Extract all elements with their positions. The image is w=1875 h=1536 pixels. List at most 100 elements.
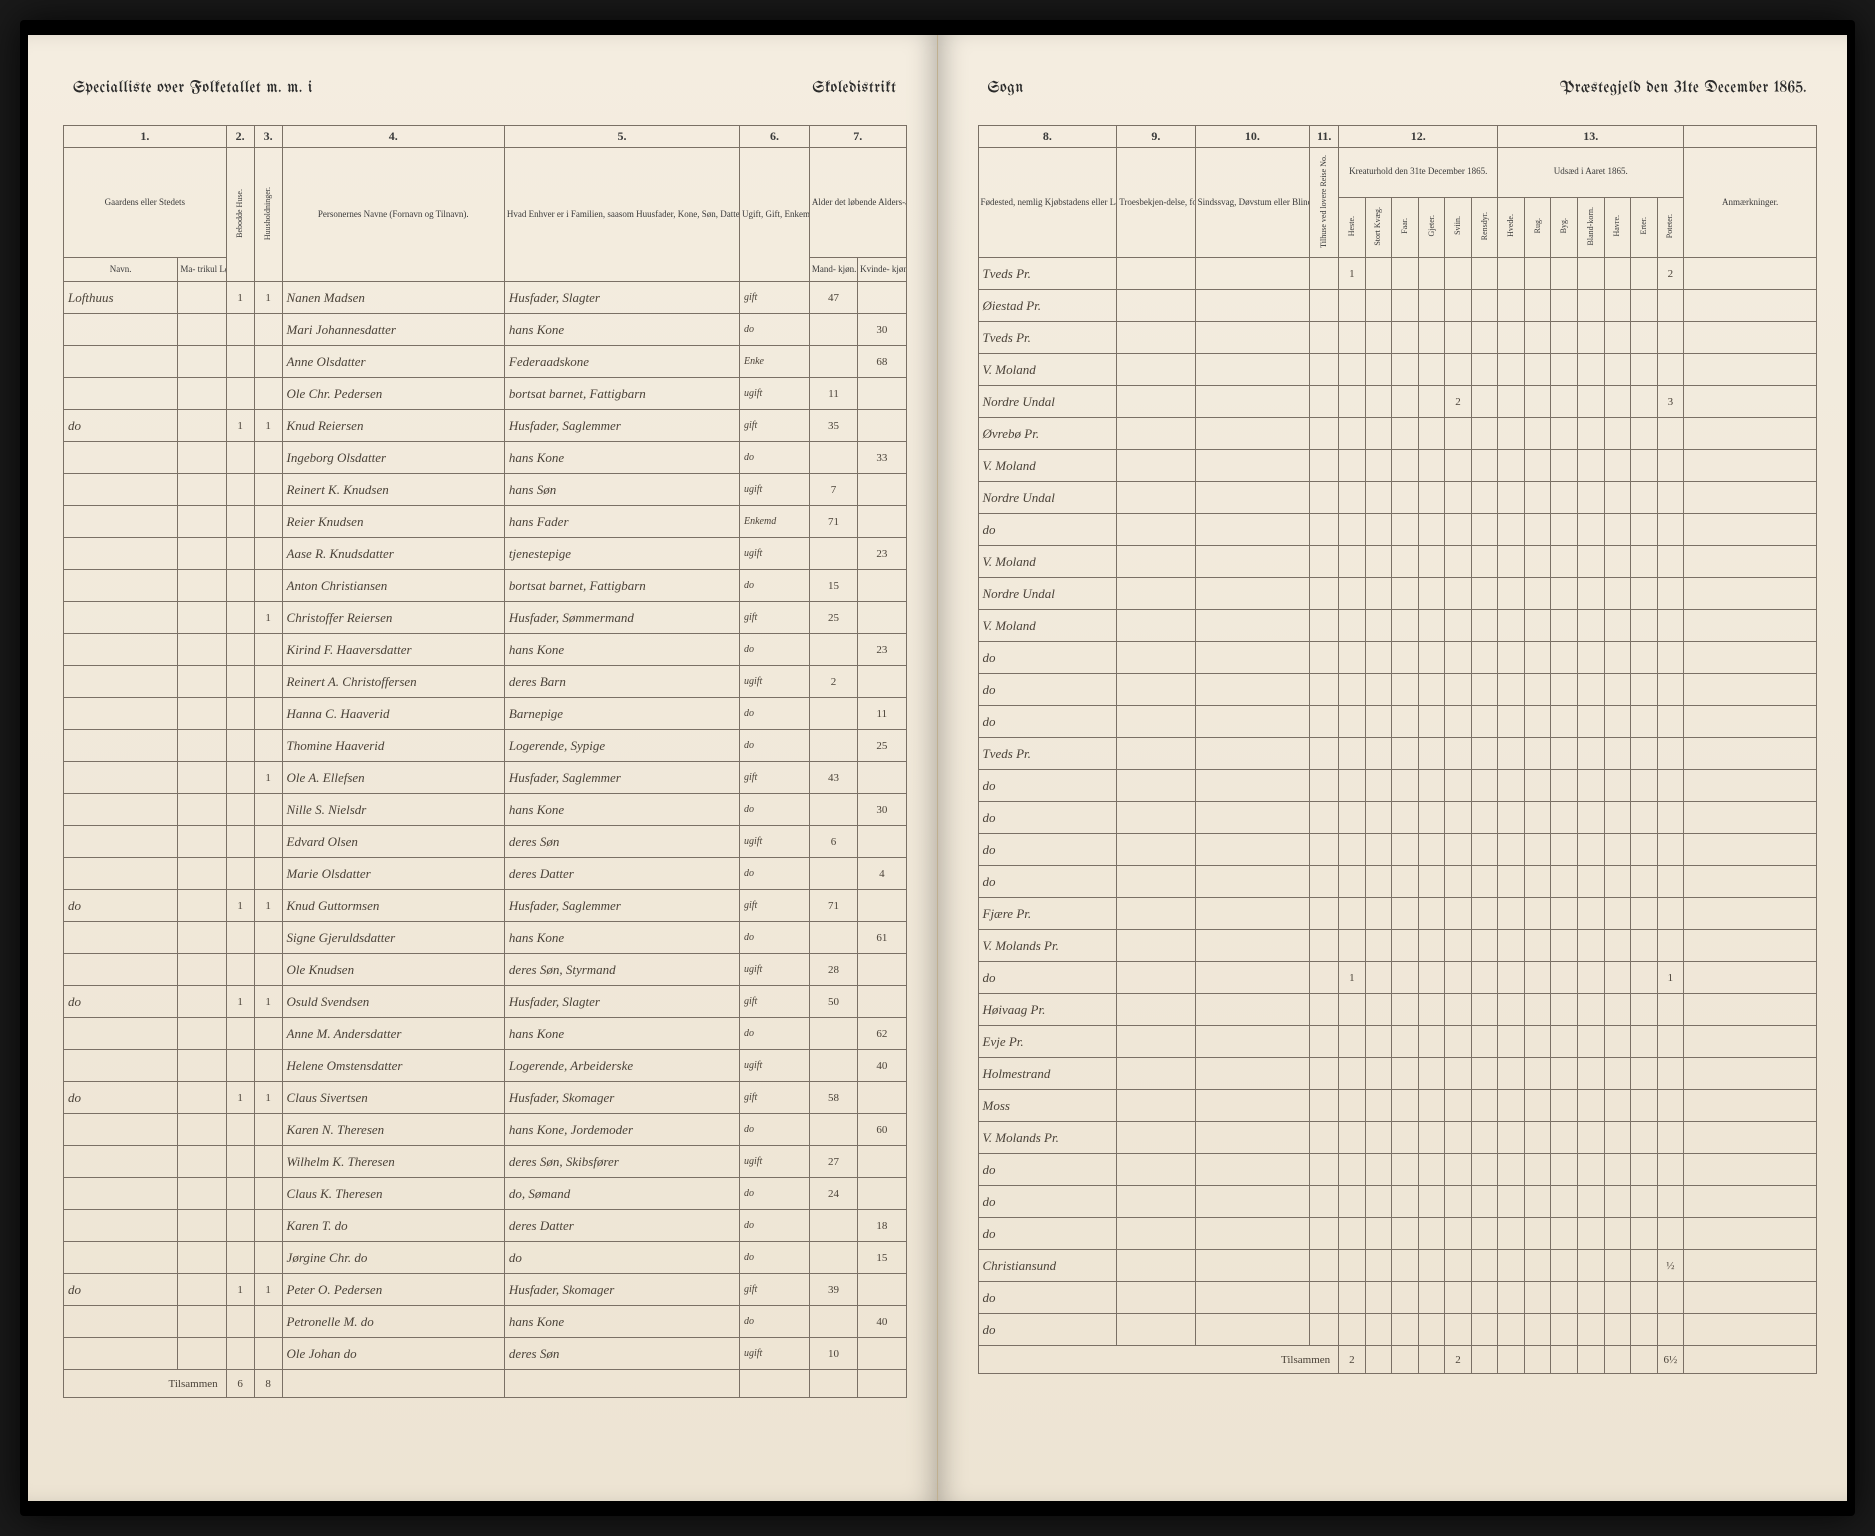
cell xyxy=(1418,834,1445,866)
cell: 1 xyxy=(1339,258,1366,290)
cell xyxy=(1684,514,1817,546)
cell xyxy=(1310,962,1339,994)
cell xyxy=(1604,354,1631,386)
cell xyxy=(1551,674,1578,706)
total-cell xyxy=(1631,1346,1658,1374)
cell xyxy=(809,1242,857,1274)
cell xyxy=(1551,1186,1578,1218)
cell xyxy=(178,762,226,794)
cell xyxy=(1498,482,1525,514)
cell xyxy=(1339,674,1366,706)
cell xyxy=(254,474,282,506)
cell xyxy=(1604,834,1631,866)
cell xyxy=(1657,1154,1684,1186)
cell xyxy=(1365,994,1392,1026)
cell xyxy=(1684,642,1817,674)
cell xyxy=(1392,642,1419,674)
cell xyxy=(1392,1218,1419,1250)
cell xyxy=(1684,290,1817,322)
total-cell xyxy=(1392,1346,1419,1374)
cell xyxy=(1445,1282,1472,1314)
cell: do xyxy=(740,698,810,730)
table-row: 1Christoffer ReiersenHusfader, Sømmerman… xyxy=(64,602,907,634)
cell xyxy=(1604,1058,1631,1090)
cell xyxy=(178,922,226,954)
cell xyxy=(1577,258,1604,290)
cell xyxy=(1684,386,1817,418)
cell: ½ xyxy=(1657,1250,1684,1282)
cell xyxy=(1524,674,1551,706)
cell xyxy=(64,698,178,730)
sub13-6: Poteter. xyxy=(1657,197,1684,257)
cell: Tveds Pr. xyxy=(978,322,1117,354)
cell: Holmestrand xyxy=(978,1058,1117,1090)
cell xyxy=(1445,674,1472,706)
table-row: V. Moland xyxy=(978,450,1817,482)
cell xyxy=(1195,802,1310,834)
cell: Aase R. Knudsdatter xyxy=(282,538,504,570)
cell: 15 xyxy=(809,570,857,602)
rcolhead-anm: Anmærkninger. xyxy=(1684,148,1817,258)
cell xyxy=(64,666,178,698)
cell xyxy=(1498,1218,1525,1250)
cell xyxy=(1310,642,1339,674)
cell xyxy=(1471,546,1498,578)
cell xyxy=(1498,1122,1525,1154)
cell xyxy=(1195,418,1310,450)
cell xyxy=(1117,1122,1195,1154)
cell xyxy=(1471,706,1498,738)
cell xyxy=(1498,610,1525,642)
cell xyxy=(1365,802,1392,834)
cell xyxy=(226,1242,254,1274)
cell: 71 xyxy=(809,890,857,922)
table-row: Evje Pr. xyxy=(978,1026,1817,1058)
cell xyxy=(1631,1250,1658,1282)
table-row: Høivaag Pr. xyxy=(978,994,1817,1026)
cell xyxy=(1657,866,1684,898)
col-num-4: 4. xyxy=(282,126,504,148)
cell xyxy=(1577,1218,1604,1250)
cell: Ole Chr. Pedersen xyxy=(282,378,504,410)
cell: Ole A. Ellefsen xyxy=(282,762,504,794)
cell xyxy=(1471,1282,1498,1314)
cell xyxy=(254,538,282,570)
cell: Peter O. Pedersen xyxy=(282,1274,504,1306)
cell xyxy=(1392,930,1419,962)
cell xyxy=(1631,450,1658,482)
cell xyxy=(1684,834,1817,866)
cell: do xyxy=(740,1178,810,1210)
cell xyxy=(1339,354,1366,386)
cell xyxy=(1195,386,1310,418)
cell xyxy=(809,1018,857,1050)
cell: Nordre Undal xyxy=(978,386,1117,418)
cell xyxy=(1117,834,1195,866)
cell xyxy=(1524,994,1551,1026)
cell xyxy=(1471,1314,1498,1346)
cell xyxy=(1471,610,1498,642)
cell xyxy=(1195,546,1310,578)
cell: 1 xyxy=(1657,962,1684,994)
cell xyxy=(1117,738,1195,770)
table-row: do xyxy=(978,674,1817,706)
cell: Helene Omstensdatter xyxy=(282,1050,504,1082)
cell xyxy=(1418,482,1445,514)
cell xyxy=(64,538,178,570)
cell xyxy=(1365,962,1392,994)
cell xyxy=(858,986,906,1018)
cell xyxy=(858,570,906,602)
cell xyxy=(1339,834,1366,866)
cell: 58 xyxy=(809,1082,857,1114)
cell xyxy=(1498,1154,1525,1186)
cell: do xyxy=(978,770,1117,802)
cell xyxy=(1418,354,1445,386)
cell: V. Moland xyxy=(978,610,1117,642)
cell: hans Kone xyxy=(504,442,739,474)
cell xyxy=(1524,1026,1551,1058)
cell xyxy=(1195,706,1310,738)
cell xyxy=(858,1274,906,1306)
cell xyxy=(1577,322,1604,354)
cell xyxy=(1604,1186,1631,1218)
cell xyxy=(1604,962,1631,994)
cell xyxy=(858,1146,906,1178)
cell xyxy=(1471,674,1498,706)
